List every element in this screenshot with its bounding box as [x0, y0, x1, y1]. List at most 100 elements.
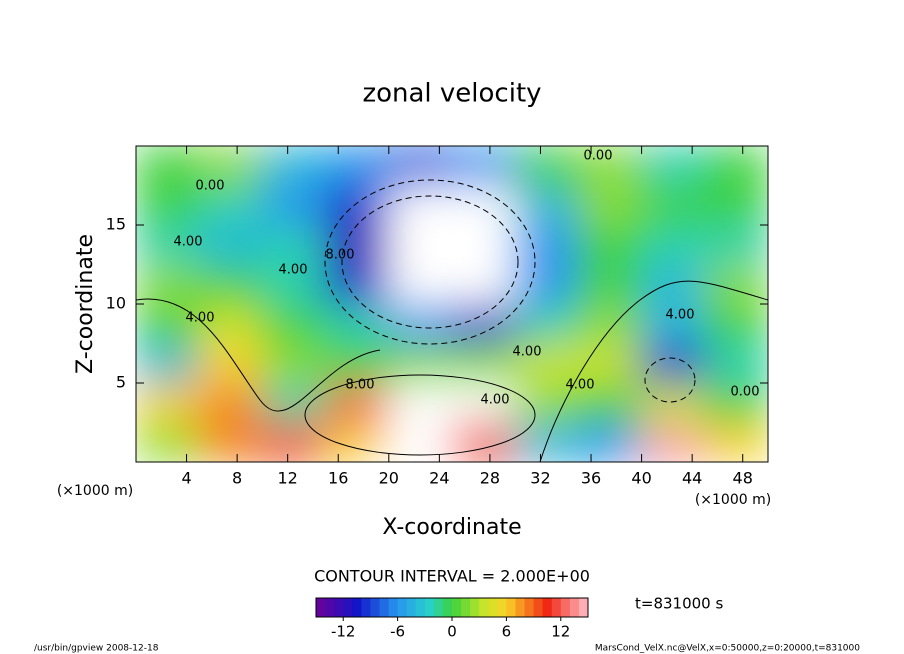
- field-cell: [136, 146, 201, 187]
- field-cell: [451, 382, 517, 424]
- field-cell: [261, 224, 327, 266]
- field-cell: [387, 146, 453, 187]
- colorbar-swatch: [352, 598, 362, 617]
- colorbar-swatch: [497, 598, 507, 617]
- colorbar-swatch: [424, 598, 435, 617]
- field-cell: [640, 421, 706, 462]
- field-cell: [387, 184, 453, 226]
- field-cell: [577, 421, 643, 462]
- colorbar-swatch: [406, 598, 417, 617]
- colorbar-swatch: [479, 598, 489, 617]
- contour-line: [136, 298, 381, 412]
- contour-label: 8.00: [326, 248, 355, 263]
- field-cell: [136, 263, 201, 305]
- field-cell: [198, 184, 264, 226]
- field-cell: [136, 224, 201, 266]
- y-tick-label: 5: [116, 373, 126, 392]
- field-cell: [577, 342, 643, 384]
- field-cell: [261, 303, 327, 345]
- colorbar-swatch: [316, 598, 326, 617]
- contour-label: 4.00: [666, 308, 695, 323]
- colorbar-swatch: [325, 598, 335, 617]
- colorbar-tick-label: -12: [331, 623, 356, 641]
- colorbar-tick-label: 12: [551, 623, 570, 641]
- field-cell: [136, 184, 201, 226]
- field-cell: [136, 382, 201, 424]
- field-cell: [324, 146, 390, 187]
- field-cell: [261, 421, 327, 462]
- field-cell: [324, 224, 390, 266]
- contour-label: 0.00: [731, 385, 760, 400]
- x-tick-label: 40: [631, 469, 651, 488]
- colorbar-swatch: [578, 598, 589, 617]
- field-cell: [577, 382, 643, 424]
- field-cell: [451, 224, 517, 266]
- colorbar-swatch: [361, 598, 371, 617]
- contour-line: [304, 374, 536, 456]
- contour-line: [324, 179, 536, 345]
- colorbar-swatch: [442, 598, 453, 617]
- field-cell: [261, 184, 327, 226]
- contour-line: [341, 195, 519, 329]
- field-cell: [514, 303, 580, 345]
- x-tick-label: 20: [379, 469, 399, 488]
- field-cell: [387, 224, 453, 266]
- contour-line: [644, 357, 696, 403]
- field-cell: [703, 146, 768, 187]
- time-label: t=831000 s: [635, 595, 723, 613]
- contour-label: 4.00: [481, 393, 510, 408]
- x-tick-label: 24: [429, 469, 449, 488]
- field-cell: [514, 342, 580, 384]
- field-cell: [577, 146, 643, 187]
- x-tick-label: 36: [581, 469, 601, 488]
- contour-label: 4.00: [279, 263, 308, 278]
- field-cell: [640, 263, 706, 305]
- field-cell: [198, 382, 264, 424]
- x-axis-label: X-coordinate: [382, 515, 521, 540]
- field-cell: [387, 421, 453, 462]
- colorbar-swatch: [461, 598, 471, 617]
- chart-title: zonal velocity: [362, 79, 541, 109]
- colorbar-swatch: [334, 598, 344, 617]
- field-cell: [261, 263, 327, 305]
- field-cell: [324, 263, 390, 305]
- field-cell: [261, 382, 327, 424]
- colorbar-swatch: [379, 598, 390, 617]
- field-cell: [136, 421, 201, 462]
- field-cell: [261, 342, 327, 384]
- colorbar-swatch: [569, 598, 580, 617]
- field-cell: [324, 382, 390, 424]
- colorbar-swatch: [506, 598, 516, 617]
- colorbar-swatch: [343, 598, 353, 617]
- field-cell: [198, 303, 264, 345]
- y-tick-label: 10: [106, 294, 126, 313]
- colorbar-swatch: [415, 598, 426, 617]
- field-cell: [387, 342, 453, 384]
- field-cell: [703, 303, 768, 345]
- field-cell: [198, 421, 264, 462]
- field-cell: [514, 146, 580, 187]
- field-cell: [514, 382, 580, 424]
- y-axis-label: Z-coordinate: [73, 234, 98, 374]
- colorbar-swatch: [397, 598, 408, 617]
- y-tick-label: 15: [106, 215, 126, 234]
- x-tick-label: 32: [530, 469, 550, 488]
- field-cell: [577, 184, 643, 226]
- colorbar-tick-label: 0: [447, 623, 457, 641]
- field-cell: [387, 263, 453, 305]
- colorbar-swatch: [515, 598, 526, 617]
- field-cell: [198, 224, 264, 266]
- field-cell: [451, 146, 517, 187]
- contour-interval: CONTOUR INTERVAL = 2.000E+00: [314, 567, 590, 586]
- field-cell: [703, 224, 768, 266]
- colorbar-swatch: [452, 598, 462, 617]
- field-cell: [514, 224, 580, 266]
- field-cell: [451, 263, 517, 305]
- x-tick-label: 12: [278, 469, 298, 488]
- colorbar-tick-label: 6: [502, 623, 512, 641]
- contour-label: 8.00: [346, 378, 375, 393]
- colorbar-swatch: [533, 598, 544, 617]
- field-cell: [703, 342, 768, 384]
- field-cell: [451, 342, 517, 384]
- field-cells: [136, 146, 768, 462]
